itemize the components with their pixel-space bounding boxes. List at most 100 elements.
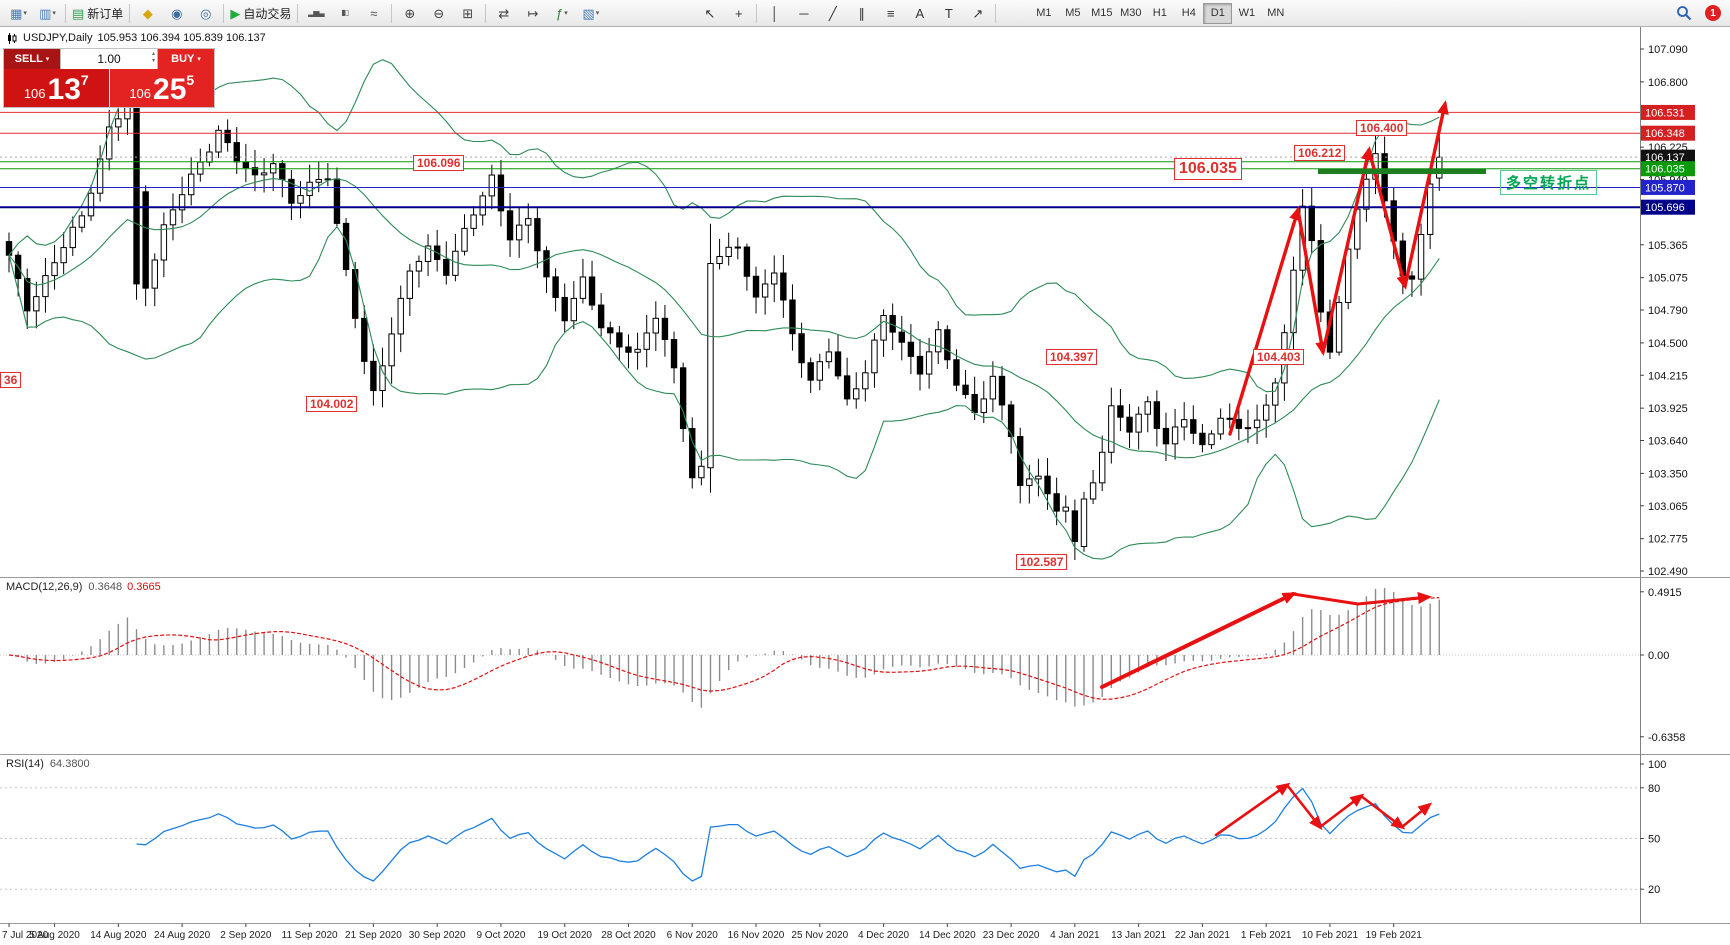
price-tick-label: 105.365: [1648, 240, 1688, 252]
cursor-icon: ↖: [704, 5, 716, 21]
horizontal-line-icon[interactable]: ─: [789, 2, 818, 25]
turning-point-label[interactable]: 多空转折点: [1500, 170, 1598, 195]
timeframe-h1[interactable]: H1: [1152, 7, 1167, 19]
bar-chart-icon[interactable]: ▂▅▃: [301, 2, 330, 25]
buy-price-panel[interactable]: 106 25 5: [109, 69, 214, 107]
zoom-out-icon[interactable]: ⊖: [424, 2, 453, 25]
text-tool-icon[interactable]: A: [905, 2, 934, 25]
price-tick-label: 103.065: [1648, 501, 1688, 513]
price-badge-label: 106.531: [1645, 107, 1685, 119]
price-badge-label: 106.348: [1645, 128, 1685, 140]
rsi-indicator-label: RSI(14) 64.3800: [6, 758, 90, 770]
buy-button[interactable]: BUY ▾: [158, 49, 214, 69]
support-zone-bar[interactable]: [1318, 169, 1486, 174]
macd-histogram: [17, 588, 1440, 708]
templates-icon[interactable]: ▧ ▾: [576, 2, 605, 25]
timeframe-m1[interactable]: M1: [1036, 7, 1052, 19]
navigator-icon[interactable]: ◎: [191, 2, 220, 25]
line-chart-icon[interactable]: ≈: [359, 2, 388, 25]
annotation-price-label[interactable]: 104.002: [306, 396, 358, 412]
date-tick-label: 30 Sep 2020: [409, 930, 466, 941]
date-tick-label: 16 Nov 2020: [728, 930, 785, 941]
price-tick-label: 106.800: [1648, 77, 1688, 89]
volume-stepper[interactable]: ▴ ▾: [151, 51, 155, 64]
autotrading-button[interactable]: ▶ 自动交易: [227, 2, 294, 25]
channel-icon: ∥: [858, 5, 866, 21]
timeframe-mn[interactable]: MN: [1267, 7, 1285, 19]
sell-price-panel[interactable]: 106 13 7: [4, 69, 109, 107]
chart-profiles-icon[interactable]: ▥ ▾: [33, 2, 62, 25]
text-tool-icon: A: [915, 5, 925, 21]
rsi-tick-label: 50: [1648, 834, 1660, 846]
search-icon[interactable]: [1669, 2, 1698, 25]
macd-tick-label: 0.00: [1648, 650, 1669, 662]
rsi-panel: [0, 782, 1640, 890]
cursor-icon[interactable]: ↖: [695, 2, 724, 25]
zoom-in-icon[interactable]: ⊕: [395, 2, 424, 25]
timeframe-m5[interactable]: M5: [1065, 7, 1081, 19]
timeframe-m30[interactable]: M30: [1120, 7, 1142, 19]
annotation-price-label[interactable]: 106.212: [1294, 145, 1346, 161]
macd-indicator-label: MACD(12,26,9) 0.3648 0.3665: [6, 581, 161, 593]
timeframe-d1[interactable]: D1: [1203, 2, 1233, 24]
arrows-tool-icon: ↗: [972, 5, 984, 21]
auto-scroll-icon: ⇄: [498, 5, 510, 21]
timeframe-m15[interactable]: M15: [1091, 7, 1113, 19]
indicators-icon: ƒ: [555, 5, 564, 21]
annotation-price-label[interactable]: 106.400: [1356, 120, 1408, 136]
annotation-price-label[interactable]: 102.587: [1016, 554, 1068, 570]
one-click-trading-widget: SELL ▾ 1.00 ▴ ▾ BUY ▾ 106 13 7 106 25 5: [3, 48, 215, 108]
date-tick-label: 11 Sep 2020: [282, 930, 338, 941]
notification-badge[interactable]: 1: [1705, 5, 1721, 21]
market-watch-icon[interactable]: ◉: [162, 2, 191, 25]
metaeditor-icon[interactable]: ◆: [133, 2, 162, 25]
chevron-down-icon: ▾: [197, 56, 201, 63]
price-tick-label: 102.775: [1648, 534, 1688, 546]
auto-scroll-icon[interactable]: ⇄: [489, 2, 518, 25]
trendline-icon[interactable]: ╱: [818, 2, 847, 25]
date-tick-label: 4 Jan 2021: [1050, 930, 1100, 941]
macd-trend-arrow[interactable]: [1291, 592, 1432, 606]
price-axis: 107.090106.800106.225105.940105.365105.0…: [0, 27, 1730, 941]
chart-shift-icon[interactable]: ↦: [518, 2, 547, 25]
annotation-price-label[interactable]: 36: [0, 372, 22, 388]
crosshair-icon[interactable]: +: [724, 2, 753, 25]
main-trend-arrow[interactable]: [1228, 100, 1449, 436]
new-order-button[interactable]: ▤ 新订单: [69, 2, 126, 25]
channel-icon[interactable]: ∥: [847, 2, 876, 25]
date-tick-label: 24 Aug 2020: [154, 930, 211, 941]
indicators-icon[interactable]: ƒ ▾: [547, 2, 576, 25]
macd-trend-arrow[interactable]: [1100, 592, 1297, 689]
rsi-trend-arrow[interactable]: [1214, 782, 1433, 837]
price-badge: [1641, 104, 1695, 120]
fibonacci-icon[interactable]: ≡: [876, 2, 905, 25]
timeframe-w1[interactable]: W1: [1238, 7, 1256, 19]
label-tool-icon[interactable]: T: [934, 2, 963, 25]
timeframe-h4[interactable]: H4: [1181, 7, 1196, 19]
new-chart-icon[interactable]: ▦ ▾: [4, 2, 33, 25]
annotation-price-label[interactable]: 106.096: [413, 155, 465, 171]
bollinger-middle-band: [8, 178, 1440, 459]
new-chart-icon: ▦: [10, 5, 23, 21]
annotation-price-label[interactable]: 106.035: [1174, 158, 1242, 180]
price-badge: [1641, 199, 1695, 215]
price-badge: [1641, 149, 1695, 165]
macd-tick-label: 0.4915: [1648, 587, 1682, 599]
chevron-down-icon: ▾: [52, 10, 56, 17]
candlestick-chart-icon[interactable]: ▮▯: [330, 2, 359, 25]
annotation-price-label[interactable]: 104.403: [1253, 349, 1305, 365]
fibonacci-icon: ≡: [887, 5, 895, 21]
navigator-icon: ◎: [200, 5, 212, 21]
price-tick-label: 102.490: [1648, 566, 1688, 578]
price-tick-label: 105.075: [1648, 273, 1688, 285]
vertical-line-icon[interactable]: │: [760, 2, 789, 25]
zoom-in-icon: ⊕: [404, 5, 416, 21]
line-chart-icon: ≈: [370, 5, 378, 21]
arrows-tool-icon[interactable]: ↗: [963, 2, 992, 25]
trendline-icon: ╱: [828, 5, 837, 21]
tile-windows-icon[interactable]: ⊞: [453, 2, 482, 25]
sell-button[interactable]: SELL ▾: [4, 49, 60, 69]
volume-input[interactable]: 1.00 ▴ ▾: [60, 49, 158, 69]
annotation-price-label[interactable]: 104.397: [1046, 349, 1098, 365]
